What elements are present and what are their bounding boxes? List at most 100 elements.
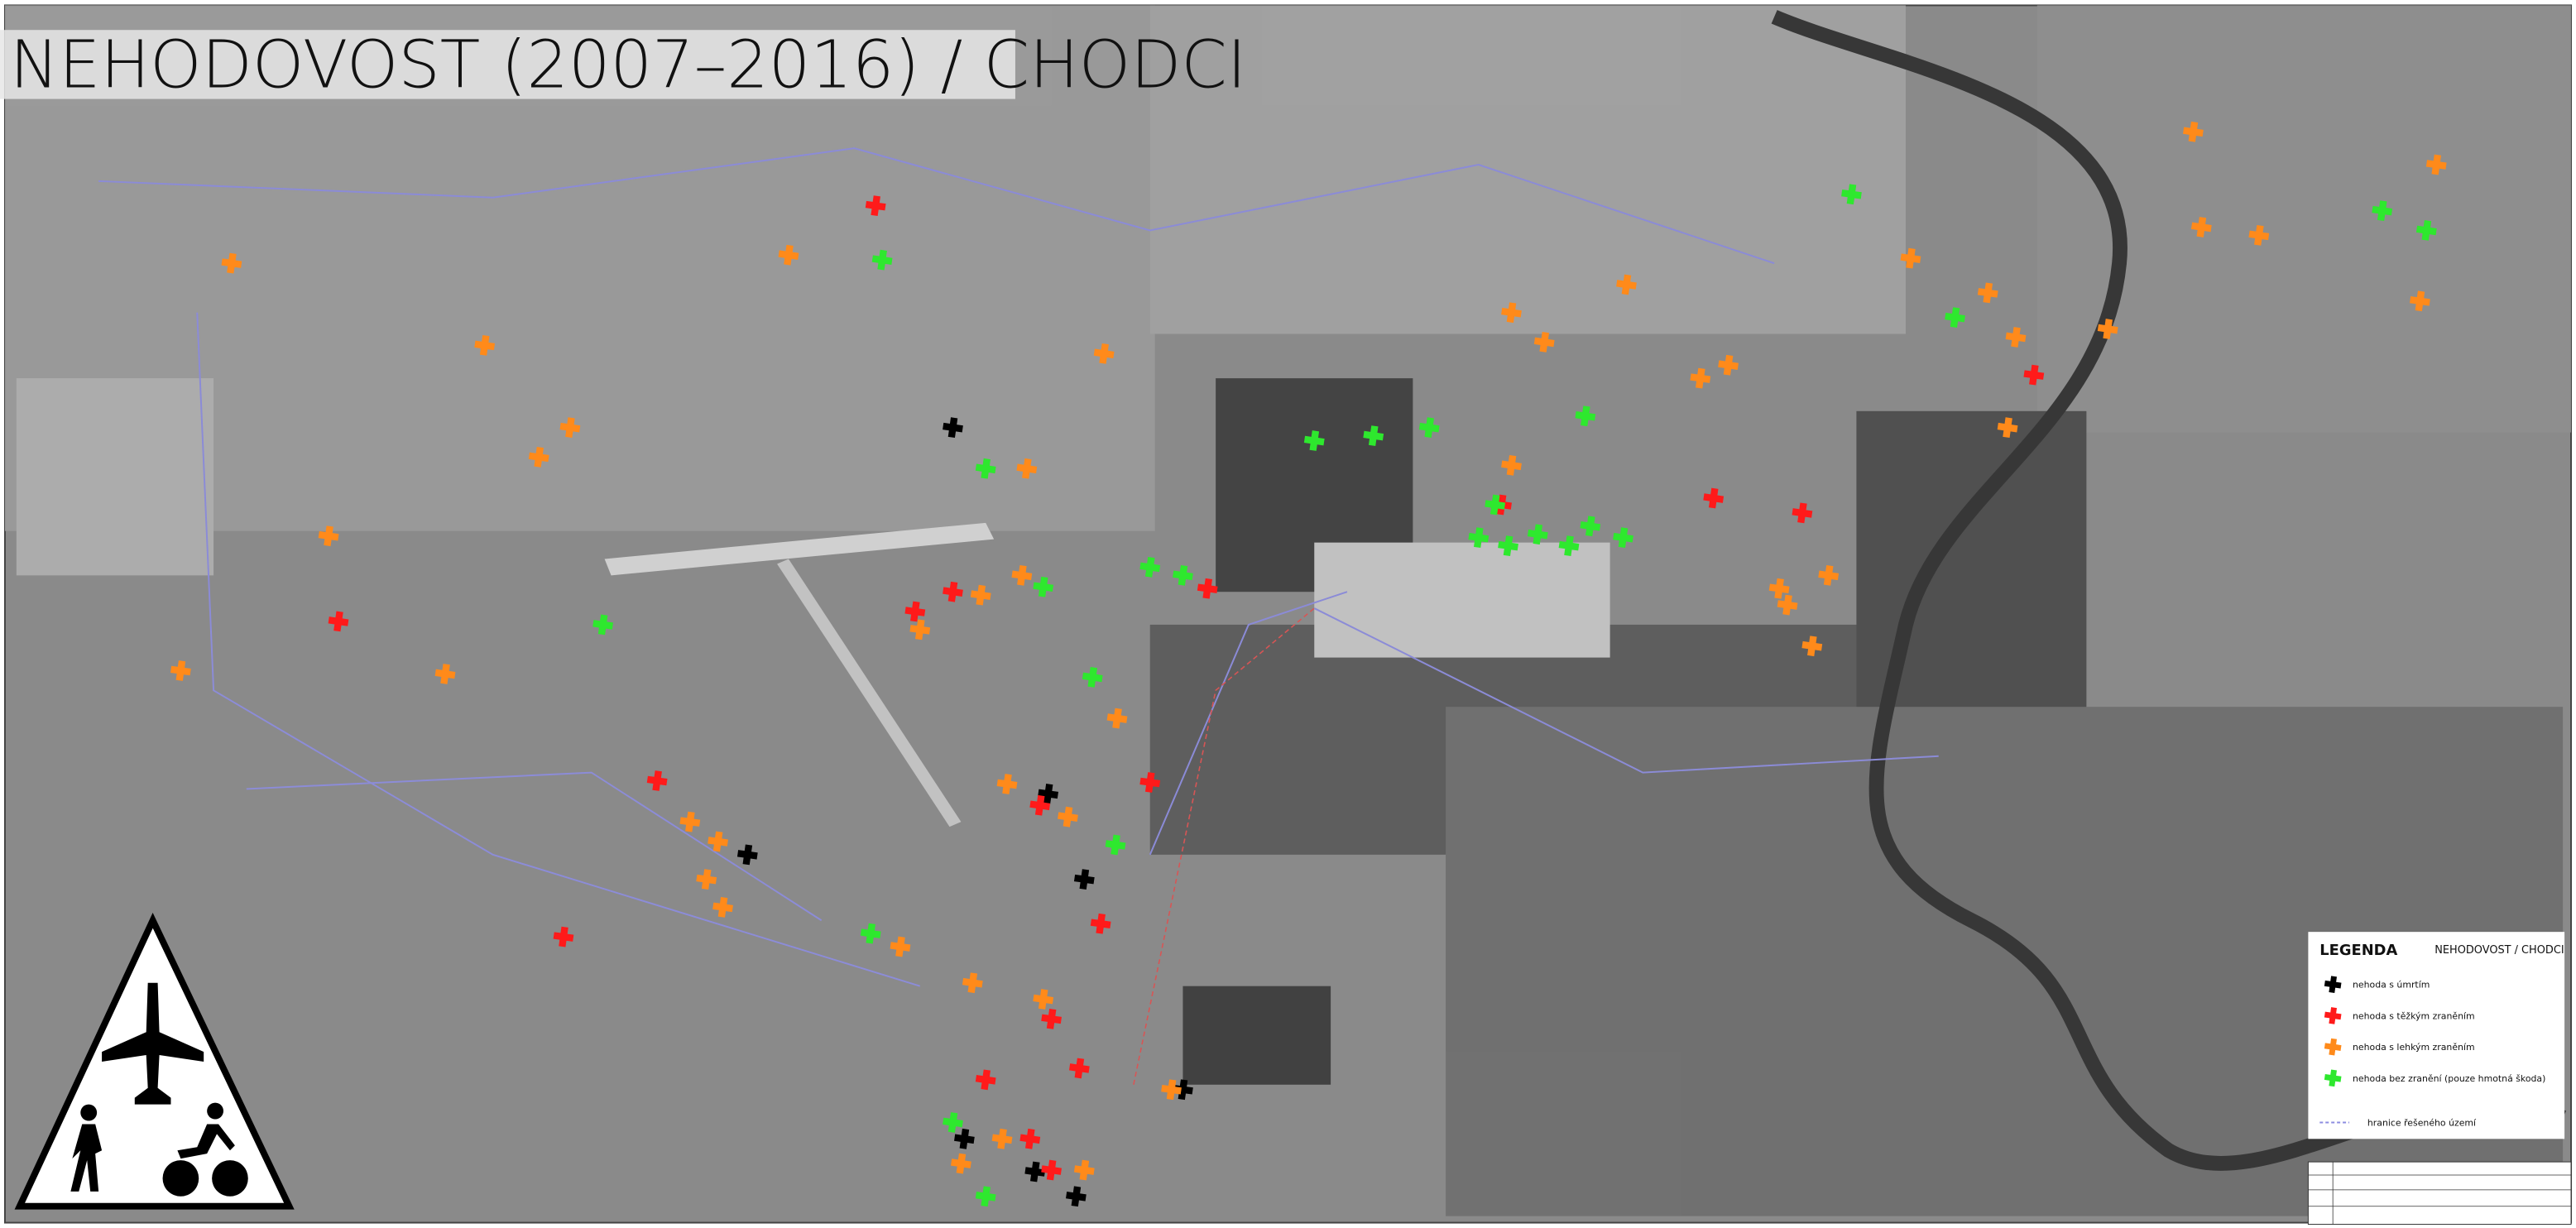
accident-marker <box>2324 1007 2342 1024</box>
accident-marker <box>2023 364 2045 386</box>
accident-marker <box>1019 1128 1041 1149</box>
accident-marker <box>954 1128 975 1149</box>
accident-marker <box>1616 274 1637 295</box>
accident-marker <box>1841 184 1862 205</box>
accident-marker <box>2425 154 2447 175</box>
accident-marker <box>708 831 728 852</box>
cyclist-icon <box>212 1160 248 1197</box>
accident-marker <box>975 1186 996 1207</box>
accident-marker <box>318 525 339 547</box>
accident-marker <box>696 869 717 890</box>
accident-marker <box>1041 1159 1062 1181</box>
legend-label: nehoda s lehkým zraněním <box>2353 1042 2475 1053</box>
title-block-box <box>2307 1161 2572 1226</box>
accident-marker <box>943 581 963 602</box>
accident-marker <box>970 584 991 606</box>
accident-marker <box>2410 290 2430 312</box>
accident-marker <box>328 611 349 632</box>
accident-marker <box>1173 564 1193 586</box>
map-title: NEHODOVOST (2007–2016) / CHODCI <box>10 26 1246 103</box>
accident-marker <box>1818 564 1840 586</box>
terrain <box>4 5 2572 1216</box>
accident-marker <box>1082 667 1103 688</box>
legend-label: nehoda s těžkým zraněním <box>2353 1010 2475 1021</box>
cyclist-icon <box>177 1124 235 1159</box>
accident-marker <box>1501 454 1522 476</box>
accident-marker <box>1105 834 1126 856</box>
accident-marker <box>2324 1038 2342 1056</box>
accident-marker <box>1777 594 1798 616</box>
accident-marker <box>1303 430 1325 451</box>
accident-marker <box>1468 527 1489 549</box>
accident-marker <box>2190 217 2212 237</box>
accident-marker <box>2324 976 2342 994</box>
forest <box>1182 986 1331 1085</box>
accident-marker <box>1093 343 1115 364</box>
accident-marker <box>559 417 581 439</box>
accident-marker <box>1016 458 1038 479</box>
accident-marker <box>1485 494 1506 516</box>
district-boundary <box>98 147 1939 987</box>
fields <box>2036 5 2572 433</box>
accident-marker <box>975 458 996 479</box>
boundary-line <box>1133 607 1315 1085</box>
accident-marker <box>996 774 1018 794</box>
accident-marker <box>1945 307 1965 329</box>
legend-label: nehoda bez zranění (pouze hmotná škoda) <box>2353 1073 2545 1084</box>
accident-marker <box>1033 989 1054 1010</box>
pedestrian-icon <box>80 1104 98 1121</box>
accident-marker <box>1011 564 1033 586</box>
accident-marker <box>778 244 799 266</box>
accident-marker <box>1768 578 1790 599</box>
plane-icon <box>102 982 204 1105</box>
pedestrian-icon <box>70 1124 103 1192</box>
legend-label: hranice řešeného území <box>2367 1117 2477 1128</box>
accident-marker <box>962 972 983 994</box>
markers <box>170 121 2447 1207</box>
accident-marker <box>1024 1161 1046 1182</box>
accident-marker <box>1900 247 1921 269</box>
accident-marker <box>1997 417 2018 439</box>
accident-marker <box>865 195 886 217</box>
accident-marker <box>1501 302 1522 324</box>
accident-marker <box>943 1112 963 1133</box>
accident-marker <box>1418 417 1440 439</box>
accident-marker <box>1139 557 1161 578</box>
accident-marker <box>1703 487 1725 509</box>
accident-marker <box>1558 535 1580 556</box>
accident-marker <box>1690 367 1711 389</box>
accident-marker <box>2097 319 2118 339</box>
fields <box>1314 542 1610 658</box>
accident-marker <box>860 923 881 944</box>
accident-marker <box>1033 576 1054 597</box>
accident-marker <box>736 844 758 866</box>
accident-marker <box>1161 1079 1182 1101</box>
accident-marker <box>1041 1009 1062 1029</box>
accident-marker <box>221 252 242 274</box>
accident-marker <box>2324 1069 2342 1087</box>
accident-marker <box>975 1069 996 1091</box>
legend-label: nehoda s úmrtím <box>2353 980 2430 991</box>
logo <box>14 912 295 1210</box>
accident-marker <box>1029 794 1051 816</box>
legend-subtitle: NEHODOVOST / CHODCI <box>2434 944 2564 957</box>
accident-marker <box>592 614 613 636</box>
legend-box <box>2308 932 2565 1139</box>
accident-marker <box>890 936 911 957</box>
accident-marker <box>2415 220 2437 241</box>
accident-marker <box>1498 535 1518 556</box>
accident-marker <box>1718 354 1739 376</box>
fields <box>1149 5 1906 334</box>
accident-marker <box>1073 1159 1095 1181</box>
fields <box>16 378 214 576</box>
accident-marker <box>474 335 496 356</box>
accident-marker <box>1038 784 1059 804</box>
runway <box>604 522 995 576</box>
legend-title: LEGENDA <box>2319 942 2397 959</box>
accident-marker <box>991 1128 1013 1149</box>
accident-marker <box>1058 806 1078 827</box>
accident-marker <box>712 897 733 918</box>
accident-marker <box>2372 200 2393 221</box>
title-block <box>2307 1161 2572 1226</box>
